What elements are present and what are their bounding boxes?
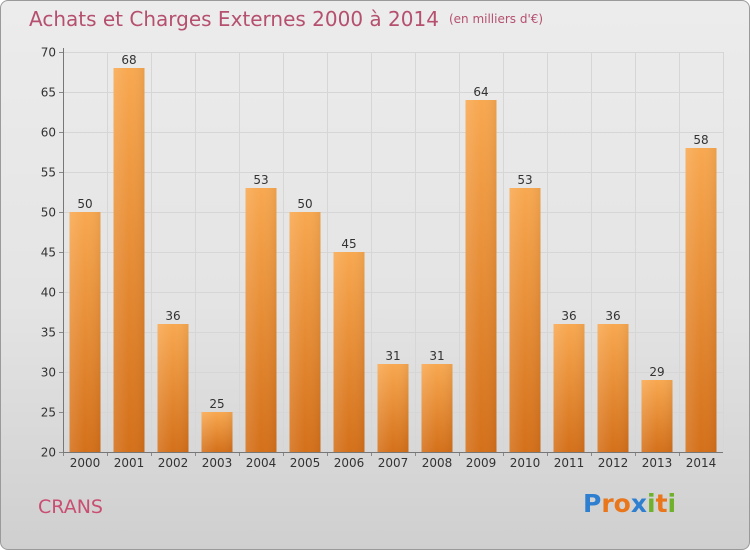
y-tick-label: 30 xyxy=(41,366,56,380)
x-tick-label: 2003 xyxy=(202,456,233,470)
bar-shine xyxy=(597,324,629,452)
y-tick-label: 45 xyxy=(41,246,56,260)
y-tick-label: 65 xyxy=(41,86,56,100)
bar-shine xyxy=(333,252,365,452)
bar-shine xyxy=(289,212,321,452)
x-tick-label: 2006 xyxy=(334,456,365,470)
x-tick-label: 2009 xyxy=(466,456,497,470)
data-label: 31 xyxy=(429,349,444,363)
bar-shine xyxy=(377,364,409,452)
x-tick-label: 2004 xyxy=(246,456,277,470)
bar-shine xyxy=(685,148,717,452)
x-tick-label: 2002 xyxy=(158,456,189,470)
data-label: 68 xyxy=(121,53,136,67)
logo-letter: r xyxy=(601,489,614,518)
y-tick-label: 55 xyxy=(41,166,56,180)
data-label: 50 xyxy=(77,197,92,211)
y-tick-label: 50 xyxy=(41,206,56,220)
labels: 20 25 30 35 40 45 50 55 60 65 70 50 2000 68 2001 36 2002… xyxy=(41,46,717,471)
logo-letter: t xyxy=(655,489,668,518)
x-tick-label: 2001 xyxy=(114,456,145,470)
x-tick-label: 2000 xyxy=(70,456,101,470)
data-label: 50 xyxy=(297,197,312,211)
axes xyxy=(59,48,723,456)
data-label: 25 xyxy=(209,397,224,411)
town-name: CRANS xyxy=(38,496,103,518)
x-tick-label: 2013 xyxy=(642,456,673,470)
bar-shine xyxy=(201,412,233,452)
bar-shine xyxy=(465,100,497,452)
bar-shine xyxy=(509,188,541,452)
bar-shine xyxy=(113,68,145,452)
bar-shine xyxy=(641,380,673,452)
y-tick-label: 25 xyxy=(41,406,56,420)
bar-shine xyxy=(245,188,277,452)
y-tick-label: 70 xyxy=(41,46,56,60)
bar-shine xyxy=(421,364,453,452)
bars xyxy=(69,68,717,452)
chart-subtitle: (en milliers d'€) xyxy=(448,12,544,26)
y-tick-label: 40 xyxy=(41,286,56,300)
x-tick-label: 2011 xyxy=(554,456,585,470)
y-tick-label: 60 xyxy=(41,126,56,140)
x-tick-label: 2007 xyxy=(378,456,409,470)
data-label: 31 xyxy=(385,349,400,363)
data-label: 53 xyxy=(517,173,532,187)
data-label: 36 xyxy=(165,309,180,323)
proxiti-logo[interactable]: Proxiti xyxy=(583,489,676,518)
data-label: 64 xyxy=(473,85,488,99)
logo-letter: o xyxy=(613,489,631,518)
chart-title-row: Achats et Charges Externes 2000 à 2014 (e… xyxy=(29,7,543,31)
x-tick-label: 2008 xyxy=(422,456,453,470)
chart-title: Achats et Charges Externes 2000 à 2014 xyxy=(29,7,439,31)
data-label: 58 xyxy=(693,133,708,147)
data-label: 45 xyxy=(341,237,356,251)
x-tick-label: 2012 xyxy=(598,456,629,470)
data-label: 36 xyxy=(561,309,576,323)
y-tick-label: 20 xyxy=(41,446,56,460)
x-tick-label: 2014 xyxy=(686,456,717,470)
data-label: 53 xyxy=(253,173,268,187)
logo-letter: i xyxy=(647,489,656,518)
data-label: 29 xyxy=(649,365,664,379)
logo-letter: x xyxy=(630,489,647,518)
logo-letter: i xyxy=(667,489,677,518)
y-tick-label: 35 xyxy=(41,326,56,340)
data-label: 36 xyxy=(605,309,620,323)
x-tick-label: 2010 xyxy=(510,456,541,470)
bar-shine xyxy=(69,212,101,452)
x-tick-label: 2005 xyxy=(290,456,321,470)
bar-shine xyxy=(553,324,585,452)
bar-shine xyxy=(157,324,189,452)
logo-letter: P xyxy=(583,489,602,518)
